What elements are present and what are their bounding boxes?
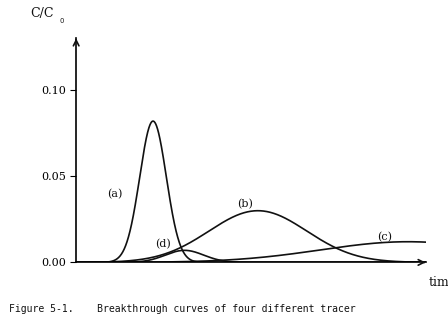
- Text: (a): (a): [108, 188, 123, 199]
- Text: time: time: [429, 276, 448, 289]
- Text: C/C: C/C: [31, 7, 54, 20]
- Text: Figure 5-1.    Breakthrough curves of four different tracer: Figure 5-1. Breakthrough curves of four …: [9, 304, 356, 314]
- Text: (d): (d): [155, 239, 171, 249]
- Text: (b): (b): [237, 199, 253, 209]
- Text: (c): (c): [377, 232, 392, 242]
- Text: $_0$: $_0$: [59, 16, 65, 26]
